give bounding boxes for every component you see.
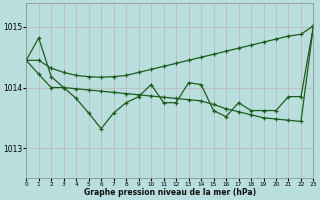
X-axis label: Graphe pression niveau de la mer (hPa): Graphe pression niveau de la mer (hPa) [84,188,256,197]
